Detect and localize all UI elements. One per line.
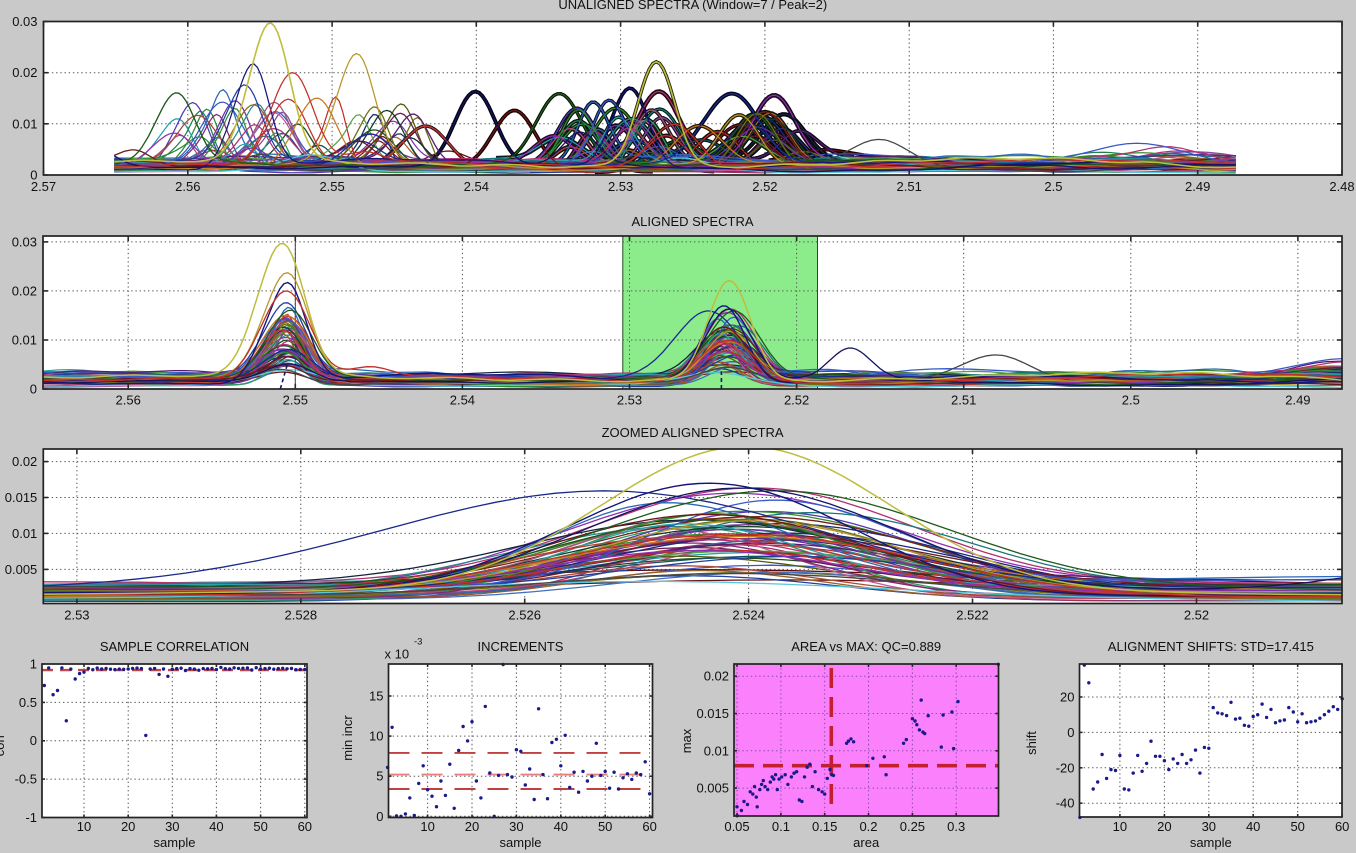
svg-text:UNALIGNED SPECTRA (Window=7 /: UNALIGNED SPECTRA (Window=7 / Peak=2) xyxy=(558,0,827,12)
svg-text:0: 0 xyxy=(376,809,383,824)
svg-text:-1: -1 xyxy=(25,810,37,825)
svg-text:2.55: 2.55 xyxy=(319,179,344,194)
svg-text:2.56: 2.56 xyxy=(175,179,200,194)
svg-text:0.01: 0.01 xyxy=(12,333,37,348)
svg-text:shift: shift xyxy=(1024,731,1039,755)
svg-text:20: 20 xyxy=(1157,819,1171,834)
svg-text:10: 10 xyxy=(420,819,434,834)
svg-text:2.54: 2.54 xyxy=(450,393,475,408)
svg-text:0.02: 0.02 xyxy=(12,454,37,469)
svg-text:2.52: 2.52 xyxy=(752,179,777,194)
svg-text:2.52: 2.52 xyxy=(1184,608,1209,623)
svg-text:2.48: 2.48 xyxy=(1329,179,1354,194)
svg-text:corr: corr xyxy=(0,733,7,756)
svg-text:area: area xyxy=(853,835,880,850)
svg-text:40: 40 xyxy=(554,819,568,834)
svg-text:0.015: 0.015 xyxy=(696,706,729,721)
svg-text:0: 0 xyxy=(30,168,37,183)
svg-text:0: 0 xyxy=(1067,725,1074,740)
svg-text:10: 10 xyxy=(77,819,91,834)
svg-text:0: 0 xyxy=(30,382,37,397)
svg-text:2.53: 2.53 xyxy=(608,179,633,194)
svg-text:0.5: 0.5 xyxy=(19,695,37,710)
svg-text:2.55: 2.55 xyxy=(283,393,308,408)
svg-text:ZOOMED ALIGNED SPECTRA: ZOOMED ALIGNED SPECTRA xyxy=(602,425,784,440)
svg-text:sample: sample xyxy=(1190,835,1232,850)
svg-text:0.05: 0.05 xyxy=(724,819,749,834)
svg-text:0.15: 0.15 xyxy=(812,819,837,834)
svg-text:20: 20 xyxy=(121,819,135,834)
svg-text:0.015: 0.015 xyxy=(5,490,38,505)
svg-text:2.53: 2.53 xyxy=(617,393,642,408)
svg-text:50: 50 xyxy=(253,819,267,834)
svg-text:2.5: 2.5 xyxy=(1122,393,1140,408)
svg-text:2.53: 2.53 xyxy=(64,608,89,623)
svg-text:0.25: 0.25 xyxy=(900,819,925,834)
svg-text:INCREMENTS: INCREMENTS xyxy=(478,639,564,654)
svg-text:1: 1 xyxy=(30,657,37,672)
svg-text:30: 30 xyxy=(509,819,523,834)
svg-text:2.56: 2.56 xyxy=(116,393,141,408)
svg-text:-20: -20 xyxy=(1056,760,1075,775)
svg-text:60: 60 xyxy=(298,819,312,834)
svg-text:0.02: 0.02 xyxy=(12,283,37,298)
svg-text:15: 15 xyxy=(369,689,383,704)
svg-text:2.57: 2.57 xyxy=(31,179,56,194)
svg-text:20: 20 xyxy=(465,819,479,834)
svg-text:-40: -40 xyxy=(1056,796,1075,811)
svg-text:50: 50 xyxy=(598,819,612,834)
svg-text:10: 10 xyxy=(1113,819,1127,834)
svg-text:5: 5 xyxy=(376,769,383,784)
svg-text:0.01: 0.01 xyxy=(12,526,37,541)
svg-text:0.1: 0.1 xyxy=(772,819,790,834)
svg-text:10: 10 xyxy=(369,729,383,744)
svg-text:20: 20 xyxy=(1060,690,1074,705)
svg-text:50: 50 xyxy=(1290,819,1304,834)
svg-text:0.3: 0.3 xyxy=(947,819,965,834)
svg-text:0.2: 0.2 xyxy=(859,819,877,834)
svg-text:2.52: 2.52 xyxy=(784,393,809,408)
svg-text:-3: -3 xyxy=(414,637,422,648)
svg-text:-0.5: -0.5 xyxy=(15,772,37,787)
svg-text:30: 30 xyxy=(1202,819,1216,834)
svg-text:sample: sample xyxy=(154,835,196,850)
svg-text:2.49: 2.49 xyxy=(1285,393,1310,408)
svg-text:0.01: 0.01 xyxy=(704,743,729,758)
svg-text:max: max xyxy=(679,728,694,753)
svg-text:2.526: 2.526 xyxy=(508,608,541,623)
svg-text:0: 0 xyxy=(30,733,37,748)
svg-text:x 10: x 10 xyxy=(385,646,410,661)
svg-text:0.02: 0.02 xyxy=(704,669,729,684)
svg-text:2.51: 2.51 xyxy=(897,179,922,194)
svg-text:60: 60 xyxy=(1335,819,1349,834)
svg-text:30: 30 xyxy=(165,819,179,834)
svg-text:40: 40 xyxy=(1246,819,1260,834)
svg-text:2.522: 2.522 xyxy=(956,608,989,623)
svg-text:0.005: 0.005 xyxy=(696,781,729,796)
svg-text:60: 60 xyxy=(642,819,656,834)
svg-text:SAMPLE CORRELATION: SAMPLE CORRELATION xyxy=(100,639,249,654)
svg-text:0.02: 0.02 xyxy=(12,65,37,80)
svg-text:2.49: 2.49 xyxy=(1185,179,1210,194)
svg-text:2.5: 2.5 xyxy=(1044,179,1062,194)
svg-text:0.005: 0.005 xyxy=(5,562,38,577)
svg-text:40: 40 xyxy=(209,819,223,834)
svg-text:2.54: 2.54 xyxy=(464,179,489,194)
svg-text:AREA vs MAX: QC=0.889: AREA vs MAX: QC=0.889 xyxy=(791,639,941,654)
svg-text:0.03: 0.03 xyxy=(12,14,37,29)
svg-text:2.528: 2.528 xyxy=(285,608,318,623)
svg-text:0.01: 0.01 xyxy=(12,116,37,131)
svg-text:ALIGNED SPECTRA: ALIGNED SPECTRA xyxy=(631,214,753,229)
svg-text:2.51: 2.51 xyxy=(951,393,976,408)
svg-text:sample: sample xyxy=(500,835,542,850)
svg-text:min incr: min incr xyxy=(340,715,355,761)
svg-text:0.03: 0.03 xyxy=(12,234,37,249)
svg-text:ALIGNMENT SHIFTS: STD=17.415: ALIGNMENT SHIFTS: STD=17.415 xyxy=(1108,639,1314,654)
svg-text:2.524: 2.524 xyxy=(732,608,765,623)
